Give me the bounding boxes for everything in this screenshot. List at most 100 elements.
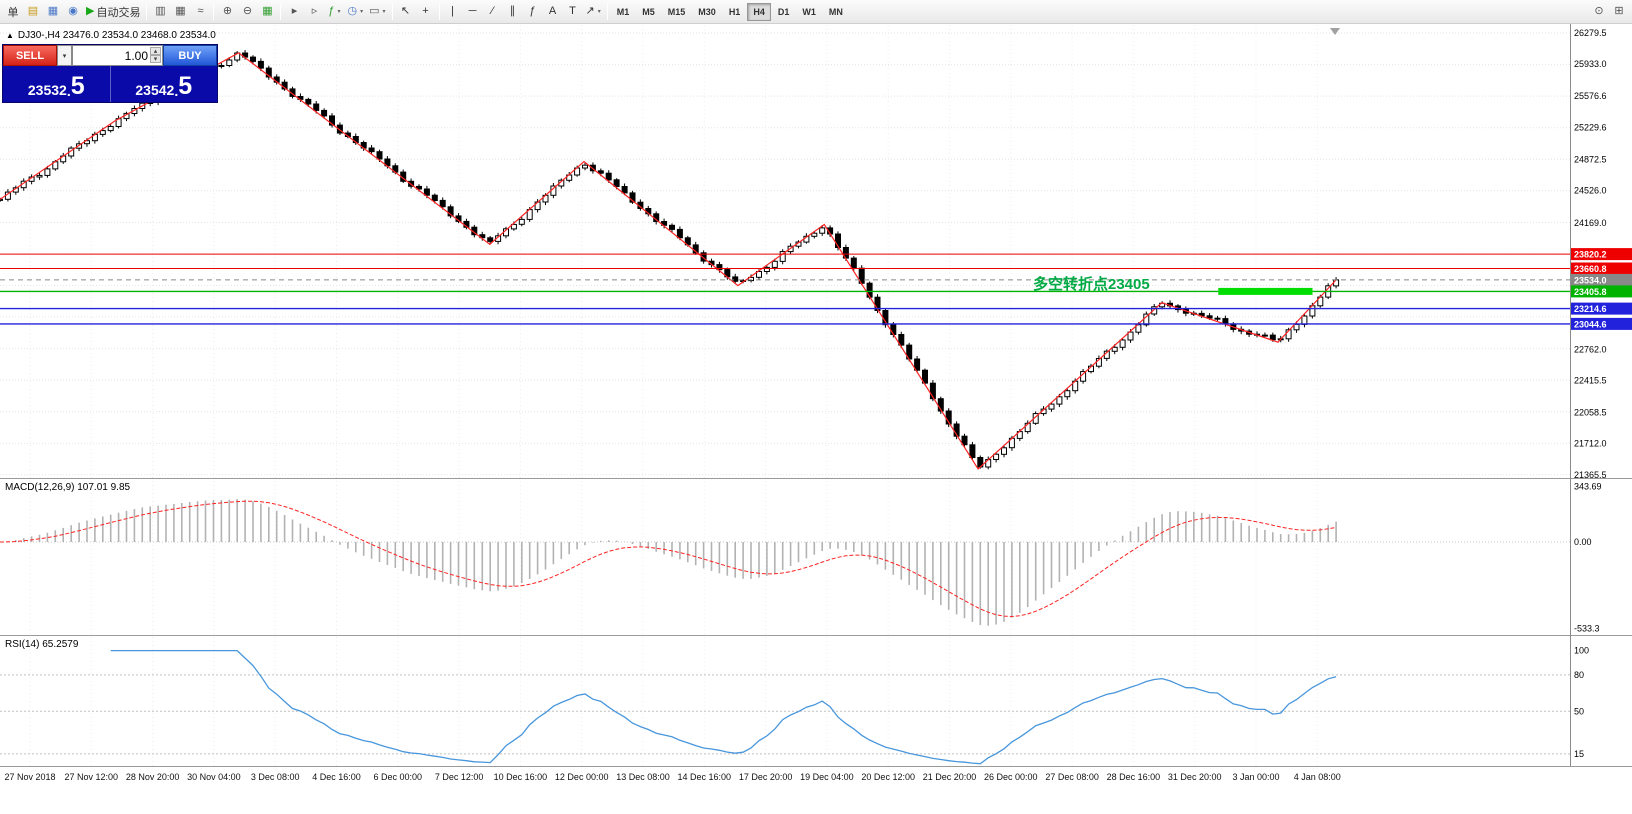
svg-text:27 Dec 08:00: 27 Dec 08:00	[1045, 772, 1099, 782]
auto-scroll-button[interactable]: ▸	[284, 2, 304, 22]
zigzag-line[interactable]	[0, 52, 1337, 470]
zoom-out-icon: ⊖	[242, 5, 253, 17]
autotrading-button[interactable]: ▶ 自动交易	[83, 2, 143, 22]
timeframe-m30-button[interactable]: M30	[692, 3, 722, 21]
chart-list-icon: ⊞	[1614, 5, 1624, 17]
svg-text:20 Dec 12:00: 20 Dec 12:00	[861, 772, 915, 782]
chart-shift-button[interactable]: ▹	[304, 2, 324, 22]
highlight-trend-segment[interactable]	[1218, 287, 1313, 295]
trendline-button[interactable]: ∕	[483, 2, 503, 22]
text-button[interactable]: A	[543, 2, 563, 22]
zoom-out-button[interactable]: ⊖	[237, 2, 257, 22]
arrows-button[interactable]: ↗ ▾	[583, 2, 604, 22]
symbol-ohlc-text: DJ30-,H4 23476.0 23534.0 23468.0 23534.0	[17, 30, 216, 41]
buy-price-pips: 5	[178, 72, 193, 100]
autotrading-icon: ▶	[86, 5, 95, 17]
price-axis[interactable]: 26279.5 25933.0 25576.6 25229.6 24872.5 24526…	[1571, 28, 1632, 759]
tile-windows-icon: ▦	[262, 5, 273, 17]
autotrading-button-label: 自动交易	[96, 6, 141, 19]
terminal-button[interactable]: ◉	[63, 2, 83, 22]
vertical-line-button[interactable]: |	[443, 2, 463, 22]
timeframe-m1-button[interactable]: M1	[611, 3, 636, 21]
svg-text:23405.8: 23405.8	[1574, 287, 1607, 297]
svg-text:28 Nov 20:00: 28 Nov 20:00	[126, 772, 180, 782]
svg-text:24872.5: 24872.5	[1574, 155, 1607, 165]
buy-price-main: 23542	[135, 81, 175, 98]
price-badge	[1571, 273, 1632, 286]
channel-button[interactable]: ∥	[503, 2, 523, 22]
timeframe-h1-button[interactable]: H1	[723, 3, 747, 21]
lot-increase-button[interactable]: ▴	[150, 47, 161, 55]
time-axis[interactable]: 27 Nov 2018 27 Nov 12:00 28 Nov 20:00 30 No…	[4, 772, 1340, 782]
sell-button[interactable]: SELL	[3, 45, 57, 66]
toolbar-separator	[606, 3, 608, 20]
timeframe-m5-button[interactable]: M5	[636, 3, 661, 21]
periods-button[interactable]: ◷ ▾	[344, 2, 366, 22]
crosshair-icon: +	[422, 5, 429, 17]
candlestick-chart-button[interactable]: ▦	[170, 2, 190, 22]
horizontal-line-button[interactable]: ─	[463, 2, 483, 22]
indicators-button[interactable]: ƒ ▾	[324, 2, 344, 22]
lot-spinner: ▴ ▾	[150, 47, 161, 63]
chart-list-button[interactable]: ⊞	[1609, 2, 1629, 22]
trendline-icon: ∕	[491, 5, 494, 17]
chart-canvas[interactable]: 26279.5 25933.0 25576.6 25229.6 24872.5 24526…	[0, 24, 1632, 814]
timeframe-d1-button[interactable]: D1	[772, 3, 796, 21]
toolbar: 单 ▤ ▦ ◉ ▶ 自动交易 ▥ ▦ ≈ ⊕ ⊖ ▦ ▸ ▹ ƒ ▾ ◷ ▾ ▭ ▾ ↖ + | ─ ∕ ∥ ƒ A T ↗ ▾ M1 M5 M1…	[0, 0, 1632, 24]
svg-text:12 Dec 00:00: 12 Dec 00:00	[555, 772, 609, 782]
lot-size-field[interactable]: 1.00 ▴ ▾	[72, 45, 163, 66]
new-order-button[interactable]: 单	[3, 2, 23, 22]
svg-text:23660.8: 23660.8	[1574, 264, 1607, 274]
text-icon: A	[548, 5, 557, 17]
crosshair-button[interactable]: +	[416, 2, 436, 22]
auto-scroll-icon: ▸	[291, 5, 298, 17]
profiles-button[interactable]: ▤	[23, 2, 43, 22]
svg-text:100: 100	[1574, 646, 1589, 656]
label-button[interactable]: T	[563, 2, 583, 22]
chart-shift-marker[interactable]	[1330, 28, 1340, 35]
sell-price-button[interactable]: 23532. 5	[3, 66, 111, 102]
rsi-indicator-label: RSI(14) 65.2579	[5, 639, 79, 650]
svg-text:30 Nov 04:00: 30 Nov 04:00	[187, 772, 241, 782]
svg-text:343.69: 343.69	[1574, 482, 1602, 492]
buy-price-dot: .	[174, 83, 179, 99]
market-watch-button[interactable]: ▦	[43, 2, 63, 22]
new-order-button-label: 单	[7, 6, 19, 19]
order-type-dropdown[interactable]: ▾	[57, 45, 72, 66]
cursor-button[interactable]: ↖	[396, 2, 416, 22]
chart-annotation-text[interactable]: 多空转折点23405	[1033, 276, 1150, 293]
templates-button[interactable]: ▭ ▾	[366, 2, 388, 22]
rsi-pane	[0, 649, 1570, 765]
svg-text:3 Dec 08:00: 3 Dec 08:00	[251, 772, 300, 782]
zoom-in-button[interactable]: ⊕	[217, 2, 237, 22]
chart-search-button[interactable]: ⊙	[1589, 2, 1609, 22]
one-click-panel-toggle-icon[interactable]: ▲	[6, 31, 14, 40]
timeframe-w1-button[interactable]: W1	[796, 3, 822, 21]
svg-text:22415.5: 22415.5	[1574, 375, 1607, 385]
tile-windows-button[interactable]: ▦	[257, 2, 277, 22]
chart-title: ▲ DJ30-,H4 23476.0 23534.0 23468.0 23534…	[6, 30, 216, 41]
buy-button[interactable]: BUY	[163, 45, 217, 66]
svg-text:19 Dec 04:00: 19 Dec 04:00	[800, 772, 854, 782]
toolbar-separator	[146, 3, 148, 20]
sell-price-pips: 5	[70, 72, 85, 100]
price-badge	[1571, 317, 1632, 330]
horizontal-lines[interactable]	[0, 253, 1570, 325]
bar-chart-button[interactable]: ▥	[150, 2, 170, 22]
svg-text:21 Dec 20:00: 21 Dec 20:00	[923, 772, 977, 782]
macd-indicator-label: MACD(12,26,9) 107.01 9.85	[5, 482, 131, 493]
timeframe-m15-button[interactable]: M15	[662, 3, 692, 21]
price-badge	[1571, 302, 1632, 315]
timeframe-h4-button[interactable]: H4	[747, 2, 771, 21]
label-icon: T	[569, 5, 576, 17]
fibonacci-button[interactable]: ƒ	[523, 2, 543, 22]
lot-size-value: 1.00	[124, 48, 148, 63]
buy-price-button[interactable]: 23542. 5	[111, 66, 218, 102]
svg-text:25229.6: 25229.6	[1574, 122, 1607, 132]
timeframe-mn-button[interactable]: MN	[823, 3, 849, 21]
chart-shift-icon: ▹	[311, 5, 318, 17]
svg-text:3 Jan 00:00: 3 Jan 00:00	[1232, 772, 1279, 782]
line-chart-button[interactable]: ≈	[190, 2, 210, 22]
svg-text:24169.0: 24169.0	[1574, 218, 1607, 228]
lot-decrease-button[interactable]: ▾	[150, 55, 161, 63]
